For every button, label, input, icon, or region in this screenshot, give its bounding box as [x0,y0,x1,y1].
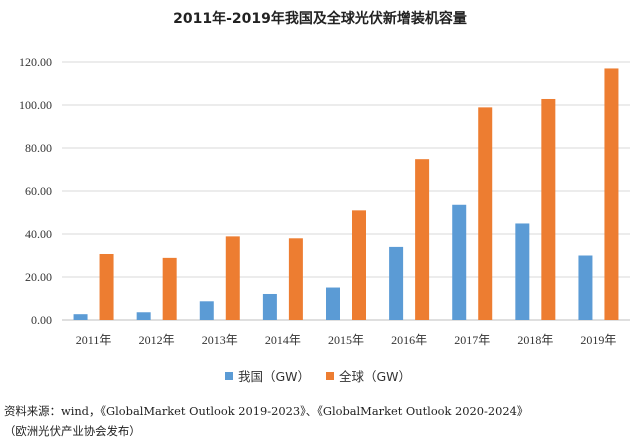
bar-global [288,238,303,320]
bars [73,68,619,321]
x-axis-ticks: 2011年 2012年 2013年 2014年 2015年 2016年 2017年 2018年… [76,333,617,347]
bar-global [415,159,430,320]
bar-global [478,107,493,321]
source-note: 资料来源：wind，《GlobalMarket Outlook 2019-202… [4,404,529,438]
bar-china [136,312,151,320]
y-tick-label: 60.00 [25,184,52,198]
bar-china [199,301,214,320]
x-tick-label: 2018年 [517,333,553,347]
legend-label: 我国（GW） [238,369,310,384]
chart-title: 2011年-2019年我国及全球光伏新增装机容量 [173,11,467,27]
y-tick-label: 120.00 [19,55,52,69]
y-axis-ticks: 0.00 20.00 40.00 60.00 80.00 100.00 120.00 [19,55,52,327]
gridlines [62,61,630,321]
y-tick-label: 40.00 [25,227,52,241]
x-tick-label: 2014年 [265,333,301,347]
bar-global [352,210,366,320]
y-tick-label: 20.00 [25,270,52,284]
y-tick-label: 0.00 [31,313,52,327]
bar-china [326,287,340,320]
bar-global [225,236,240,320]
x-tick-label: 2012年 [139,333,175,347]
bar-global [99,253,114,320]
bar-global [541,98,556,320]
x-tick-label: 2013年 [202,333,238,347]
legend-swatch [225,372,233,380]
y-tick-label: 80.00 [25,141,52,155]
bar-china [73,314,88,320]
y-tick-label: 100.00 [19,98,52,112]
bar-china [578,255,593,320]
legend-label: 全球（GW） [339,369,411,384]
bar-china [262,293,277,320]
bar-china [515,223,530,320]
legend-swatch [326,372,334,380]
bar-china [389,246,404,320]
legend: 我国（GW） 全球（GW） [225,369,411,384]
x-tick-label: 2015年 [328,333,364,347]
bar-global [604,68,619,320]
x-tick-label: 2019年 [580,333,616,347]
x-tick-label: 2017年 [454,333,490,347]
bar-china [452,204,467,320]
x-tick-label: 2011年 [76,333,112,347]
x-tick-label: 2016年 [391,333,427,347]
bar-global [162,257,177,320]
